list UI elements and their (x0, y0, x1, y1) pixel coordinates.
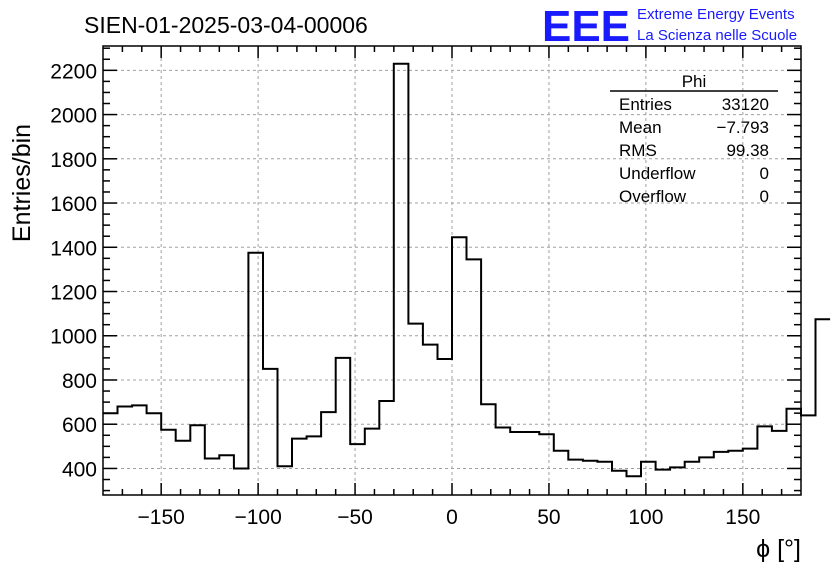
histogram-bin (234, 468, 249, 495)
histogram-bin (423, 345, 438, 495)
x-axis-label: ϕ [°] (756, 535, 801, 563)
x-tick-label: 0 (446, 506, 458, 529)
y-axis-label: Entries/bin (8, 124, 36, 242)
stats-name: Phi (682, 72, 707, 91)
axis-ticks (103, 46, 801, 495)
histogram-bin (801, 415, 816, 495)
histogram-bin (612, 471, 627, 495)
stats-overflow-value: 0 (760, 187, 769, 206)
histogram-bin (467, 259, 482, 495)
y-tick-label: 1400 (50, 237, 97, 260)
x-tick-label: −100 (234, 506, 281, 529)
histogram-bin (248, 253, 263, 495)
x-tick-labels: −150 −100 −50 0 50 100 150 (138, 506, 761, 529)
histogram-bin (408, 324, 423, 495)
histogram-bin (583, 461, 598, 495)
histogram-bin (394, 64, 409, 495)
x-tick-label: 100 (628, 506, 663, 529)
histogram-bin (132, 405, 147, 495)
chart-title: SIEN-01-2025-03-04-00006 (84, 12, 368, 38)
histogram-bin (147, 413, 162, 495)
stats-mean-label: Mean (619, 118, 662, 137)
histogram-bin (278, 466, 293, 495)
y-tick-label: 1800 (50, 149, 97, 172)
stats-box: Phi Entries 33120 Mean −7.793 RMS 99.38 … (610, 72, 778, 206)
histogram-bin (743, 449, 758, 495)
logo-mark: EEE (542, 2, 630, 51)
histogram-bin (568, 460, 583, 495)
histogram-bin (307, 436, 322, 495)
y-tick-label: 400 (62, 458, 97, 481)
x-tick-label: 50 (537, 506, 560, 529)
y-tick-label: 1600 (50, 193, 97, 216)
y-tick-label: 2200 (50, 60, 97, 83)
histogram-bin (714, 452, 729, 495)
stats-rms-value: 99.38 (726, 141, 769, 160)
histogram-bin (365, 429, 380, 495)
histogram-bin (554, 451, 569, 495)
y-tick-label: 2000 (50, 105, 97, 128)
histogram-bin (205, 459, 220, 495)
histogram-bin (525, 432, 540, 495)
histogram-bin (292, 439, 307, 495)
histogram-bin (539, 434, 554, 495)
histogram-bin (118, 407, 133, 495)
histogram-bin (161, 430, 176, 495)
histogram-bin (103, 413, 118, 495)
histogram-bin (670, 467, 685, 495)
y-tick-labels: 400 600 800 1000 1200 1400 1600 1800 2000 2200 (50, 60, 97, 481)
stats-overflow-label: Overflow (619, 187, 687, 206)
stats-underflow-label: Underflow (619, 164, 696, 183)
stats-underflow-value: 0 (760, 164, 769, 183)
histogram-bin (757, 426, 772, 495)
histogram-bin (627, 476, 642, 495)
y-tick-label: 600 (62, 414, 97, 437)
y-tick-label: 1200 (50, 282, 97, 305)
histogram-bin (379, 401, 394, 495)
stats-rms-label: RMS (619, 141, 657, 160)
histogram-bin (219, 455, 234, 495)
histogram-bin (481, 404, 496, 495)
histogram-bin (816, 319, 831, 495)
histogram-bin (699, 457, 714, 495)
x-tick-label: −150 (138, 506, 185, 529)
histogram-outline (103, 62, 831, 478)
histogram-bin (772, 431, 787, 495)
y-tick-label: 800 (62, 370, 97, 393)
histogram-bin (176, 441, 191, 495)
stats-entries-value: 33120 (722, 95, 769, 114)
x-tick-label: −50 (337, 506, 373, 529)
histogram-bin (728, 451, 743, 495)
stats-entries-label: Entries (619, 95, 672, 114)
histogram-bin (263, 369, 278, 495)
histogram-bin (510, 432, 525, 495)
histogram-bin (437, 359, 452, 495)
logo-line-2: La Scienza nelle Scuole (637, 27, 797, 44)
histogram-bin (321, 412, 336, 495)
histogram-bin (786, 409, 801, 495)
histogram-bin (350, 444, 365, 495)
histogram-bin (597, 462, 612, 495)
histogram-bin (496, 428, 511, 495)
histogram-bin (685, 462, 700, 495)
histogram-bars (103, 62, 831, 495)
histogram-bin (336, 358, 351, 495)
y-tick-label: 1000 (50, 326, 97, 349)
logo-line-1: Extreme Energy Events (637, 6, 795, 23)
stats-mean-value: −7.793 (717, 118, 769, 137)
x-tick-label: 150 (725, 506, 760, 529)
histogram-bin (452, 237, 467, 495)
histogram-bin (656, 470, 671, 495)
eee-logo: EEE Extreme Energy Events La Scienza nel… (542, 2, 797, 51)
histogram-bin (190, 425, 205, 495)
histogram-bin (641, 462, 656, 495)
